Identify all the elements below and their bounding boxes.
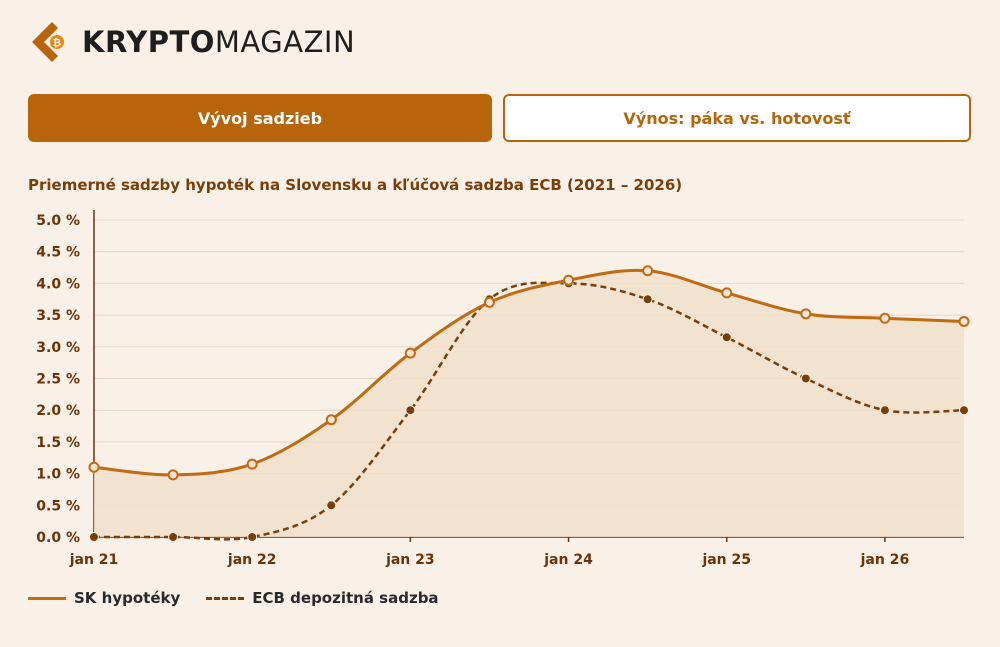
sk-data-point xyxy=(721,287,733,299)
x-tick-label: jan 26 xyxy=(860,552,910,568)
brand-name-bold: KRYPTO xyxy=(82,25,215,59)
sk-data-point xyxy=(483,296,495,308)
x-tick-label: jan 24 xyxy=(543,552,593,568)
y-tick-label: 1.5 % xyxy=(36,435,80,451)
ecb-data-point xyxy=(89,532,99,542)
sk-data-point xyxy=(958,315,970,327)
ecb-data-point xyxy=(642,294,653,305)
svg-text:₿: ₿ xyxy=(53,37,61,49)
rates-chart: 0.0 % 0.5 % 1.0 % 1.5 % 2.0 % 2.5 % 3.0 % 3.5 %… xyxy=(36,210,970,568)
chart-legend: SK hypotéky ECB depozitná sadzba xyxy=(28,589,465,607)
sk-data-point xyxy=(88,461,100,473)
y-tick-label: 2.0 % xyxy=(36,403,80,419)
sk-data-point xyxy=(563,274,575,286)
ecb-data-point xyxy=(959,405,969,416)
legend-label-sk: SK hypotéky xyxy=(74,589,181,607)
tab-rate-development[interactable]: Vývoj sadzieb xyxy=(28,94,492,142)
ecb-data-point xyxy=(247,532,258,542)
sk-data-point xyxy=(879,312,891,324)
y-tick-label: 3.0 % xyxy=(36,340,80,356)
x-tick-label: jan 21 xyxy=(69,552,119,568)
sk-data-point xyxy=(246,458,258,470)
brand-name-light: MAGAZIN xyxy=(214,25,356,59)
ecb-data-point xyxy=(879,405,890,416)
legend-item-sk: SK hypotéky xyxy=(28,589,180,607)
y-tick-label: 4.0 % xyxy=(36,276,80,292)
x-tick-label: jan 23 xyxy=(385,552,435,568)
chart-title: Priemerné sadzby hypoték na Slovensku a … xyxy=(28,176,683,194)
y-tick-label: 5.0 % xyxy=(36,213,80,229)
ecb-data-point xyxy=(721,332,732,343)
ecb-data-point xyxy=(326,500,337,511)
krypto-logo-icon: ₿ xyxy=(32,22,64,62)
ecb-data-point xyxy=(168,532,179,542)
sk-data-point xyxy=(404,347,416,359)
y-tick-label: 4.5 % xyxy=(36,245,80,261)
x-tick-label: jan 22 xyxy=(227,552,277,568)
y-tick-label: 1.0 % xyxy=(36,467,80,483)
legend-swatch-ecb xyxy=(206,596,245,600)
y-tick-label: 0.5 % xyxy=(36,498,80,514)
sk-area-fill xyxy=(94,270,964,537)
y-tick-label: 0.0 % xyxy=(36,530,80,546)
sk-data-point xyxy=(800,308,812,320)
sk-data-point xyxy=(325,414,337,426)
tab-yield-leverage-vs-cash[interactable]: Výnos: páka vs. hotovosť xyxy=(503,94,971,142)
x-tick-label: jan 25 xyxy=(701,552,751,568)
legend-swatch-sk xyxy=(28,596,66,600)
ecb-data-point xyxy=(405,405,416,416)
y-tick-label: 3.5 % xyxy=(36,308,80,324)
y-tick-label: 2.5 % xyxy=(36,372,80,388)
legend-label-ecb: ECB depozitná sadzba xyxy=(252,589,439,607)
sk-data-point xyxy=(167,469,179,481)
ecb-data-point xyxy=(800,373,811,384)
legend-item-ecb: ECB depozitná sadzba xyxy=(206,589,439,607)
brand-name: KRYPTOMAGAZIN xyxy=(82,25,355,59)
sk-data-point xyxy=(642,265,654,277)
logo[interactable]: ₿ KRYPTOMAGAZIN xyxy=(28,20,355,64)
